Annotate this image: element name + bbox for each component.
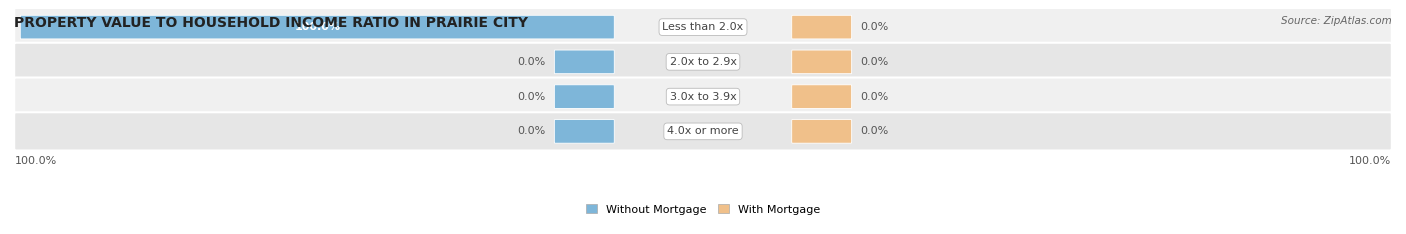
Text: 4.0x or more: 4.0x or more — [668, 126, 738, 136]
FancyBboxPatch shape — [792, 85, 852, 108]
FancyBboxPatch shape — [14, 77, 1392, 116]
Text: 0.0%: 0.0% — [860, 92, 889, 102]
Text: Less than 2.0x: Less than 2.0x — [662, 22, 744, 32]
Text: 0.0%: 0.0% — [860, 126, 889, 136]
Text: 0.0%: 0.0% — [860, 57, 889, 67]
FancyBboxPatch shape — [792, 50, 852, 74]
FancyBboxPatch shape — [554, 85, 614, 108]
Text: 3.0x to 3.9x: 3.0x to 3.9x — [669, 92, 737, 102]
Text: 0.0%: 0.0% — [860, 22, 889, 32]
Text: Source: ZipAtlas.com: Source: ZipAtlas.com — [1281, 16, 1392, 26]
FancyBboxPatch shape — [792, 120, 852, 143]
Legend: Without Mortgage, With Mortgage: Without Mortgage, With Mortgage — [582, 200, 824, 219]
FancyBboxPatch shape — [554, 120, 614, 143]
Text: 100.0%: 100.0% — [1350, 156, 1392, 166]
Text: PROPERTY VALUE TO HOUSEHOLD INCOME RATIO IN PRAIRIE CITY: PROPERTY VALUE TO HOUSEHOLD INCOME RATIO… — [14, 16, 529, 30]
Text: 100.0%: 100.0% — [294, 22, 340, 32]
FancyBboxPatch shape — [14, 112, 1392, 150]
FancyBboxPatch shape — [554, 50, 614, 74]
Text: 0.0%: 0.0% — [517, 126, 546, 136]
FancyBboxPatch shape — [14, 8, 1392, 46]
Text: 100.0%: 100.0% — [14, 156, 56, 166]
FancyBboxPatch shape — [792, 15, 852, 39]
Text: 0.0%: 0.0% — [517, 57, 546, 67]
Text: 0.0%: 0.0% — [517, 92, 546, 102]
FancyBboxPatch shape — [20, 15, 614, 39]
Text: 2.0x to 2.9x: 2.0x to 2.9x — [669, 57, 737, 67]
FancyBboxPatch shape — [14, 43, 1392, 81]
